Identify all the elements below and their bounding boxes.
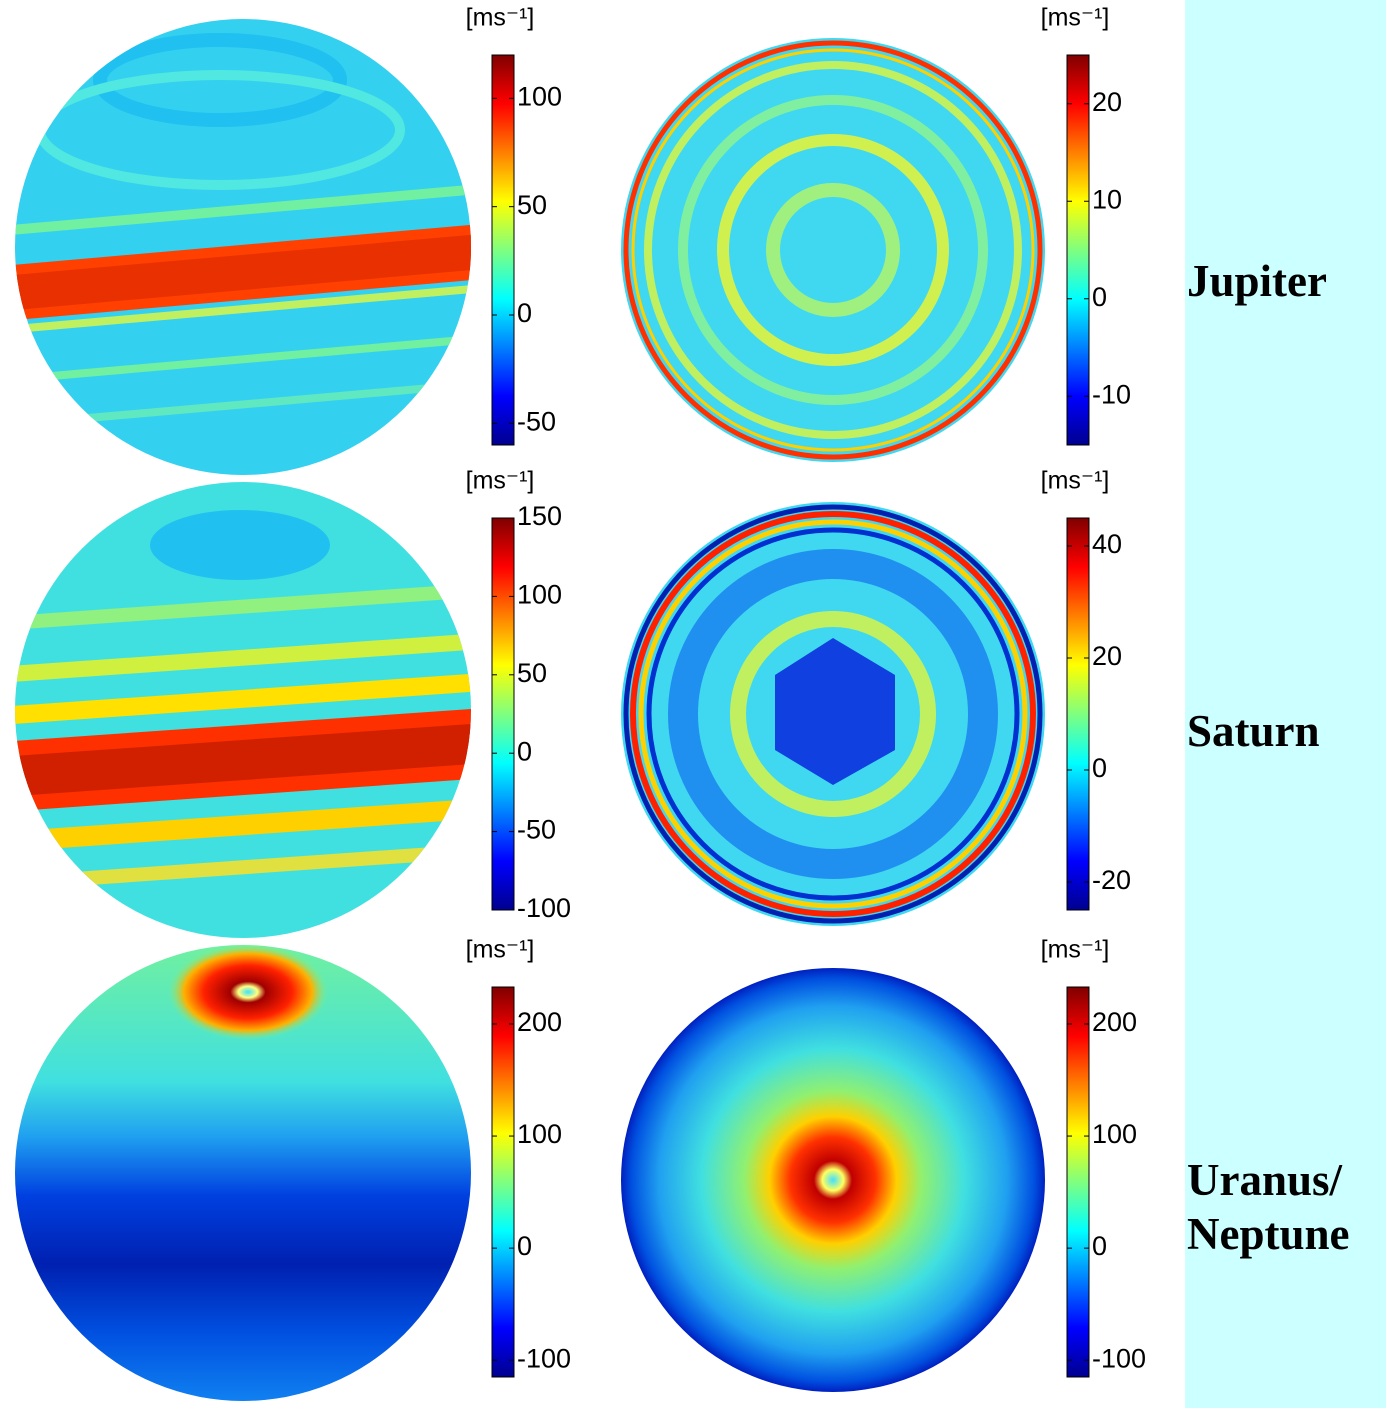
tick-label: 100 [517,580,562,610]
tick-label: 50 [517,190,547,220]
unit-label: [ms⁻¹] [466,467,535,495]
tick-label: 50 [517,658,547,688]
colorbar [491,517,515,911]
tick-label: 150 [517,501,562,531]
sphere [15,944,471,1401]
colorbar [1066,986,1090,1378]
sphere [15,19,471,475]
label-strip [1185,0,1386,1408]
tick-label: -10 [1092,379,1131,409]
tick-label: 0 [1092,282,1107,312]
tick-label: 20 [1092,87,1122,117]
tick-label: 20 [1092,641,1122,671]
tick-label: 10 [1092,184,1122,214]
tick-label: 100 [517,81,562,111]
tick-label: 40 [1092,529,1122,559]
tick-label: 200 [517,1007,562,1037]
tick-label: 0 [1092,753,1107,783]
unit-label: [ms⁻¹] [466,4,535,32]
row-label: Saturn [1187,706,1320,756]
colorbar [1066,517,1090,911]
tick-label: -100 [517,893,571,923]
tick-label: 100 [517,1119,562,1149]
unit-label: [ms⁻¹] [466,936,535,964]
colorbar [1066,54,1090,446]
unit-label: [ms⁻¹] [1041,936,1110,964]
tick-label: 0 [517,298,532,328]
row-label: Uranus/ Neptune [1187,1155,1350,1259]
tick-label: 0 [517,1231,532,1261]
colorbar [491,986,515,1378]
sphere [15,482,471,938]
row-label: Jupiter [1187,256,1327,306]
colorbar [491,54,515,446]
tick-label: -100 [1092,1343,1146,1373]
unit-label: [ms⁻¹] [1041,4,1110,32]
tick-label: 0 [1092,1231,1107,1261]
pole-disk [621,968,1045,1392]
tick-label: -100 [517,1343,571,1373]
tick-label: 0 [517,736,532,766]
unit-label: [ms⁻¹] [1041,467,1110,495]
tick-label: 200 [1092,1007,1137,1037]
tick-label: -20 [1092,865,1131,895]
pole-disk [621,502,1045,926]
figure: [ms⁻¹]-50050100[ms⁻¹]-1001020[ms⁻¹]-100-… [15,4,1146,1401]
tick-label: -50 [517,406,556,436]
tick-label: -50 [517,815,556,845]
pole-disk [621,38,1045,462]
tick-label: 100 [1092,1119,1137,1149]
